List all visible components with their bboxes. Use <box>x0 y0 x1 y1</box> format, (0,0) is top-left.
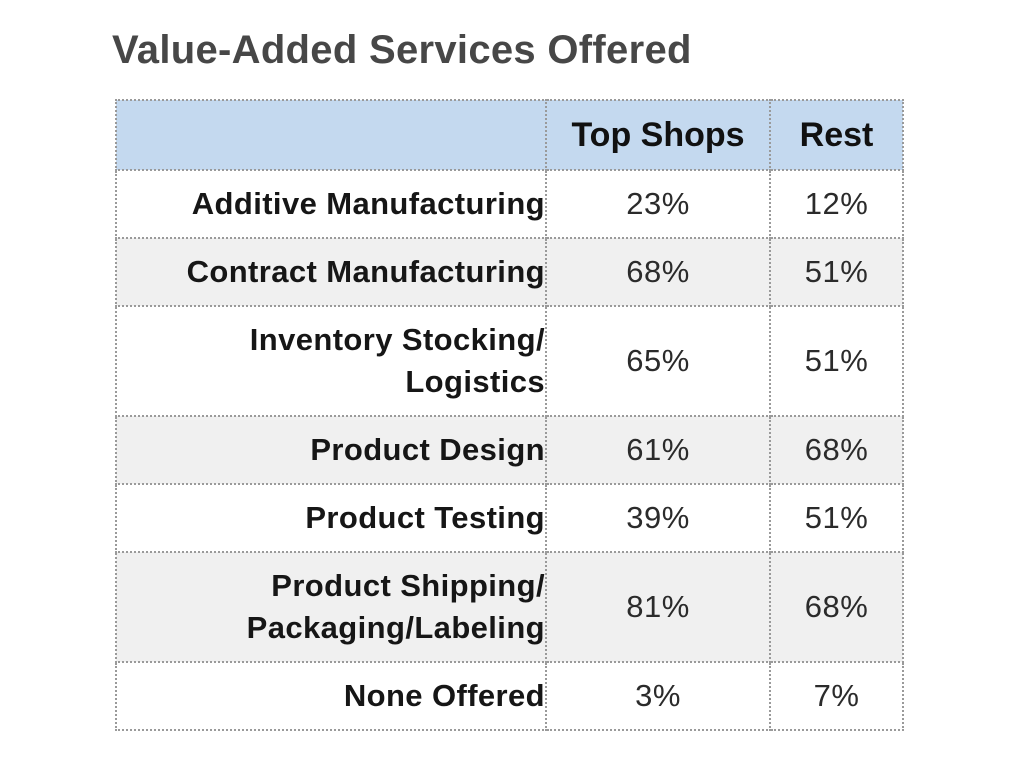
table-row: Inventory Stocking/Logistics 65% 51% <box>115 305 904 417</box>
row-label-line: Contract Manufacturing <box>186 254 545 289</box>
top-shops-value: 39% <box>545 483 771 553</box>
table-header-row: Top Shops Rest <box>115 99 904 171</box>
row-label: None Offered <box>115 661 547 731</box>
table-row: Product Testing 39% 51% <box>115 483 904 553</box>
row-label-line: Logistics <box>405 364 545 399</box>
table-row: None Offered 3% 7% <box>115 661 904 731</box>
top-shops-value: 3% <box>545 661 771 731</box>
row-label: Contract Manufacturing <box>115 237 547 307</box>
row-label: Product Design <box>115 415 547 485</box>
row-label: Product Testing <box>115 483 547 553</box>
rest-value: 12% <box>769 169 904 239</box>
table-row: Product Shipping/Packaging/Labeling 81% 68… <box>115 551 904 663</box>
row-label-line: None Offered <box>343 678 545 713</box>
rest-value: 51% <box>769 237 904 307</box>
row-label-line: Product Design <box>310 432 545 467</box>
top-shops-value: 61% <box>545 415 771 485</box>
rest-value: 51% <box>769 305 904 417</box>
table-row: Product Design 61% 68% <box>115 415 904 485</box>
header-top-shops: Top Shops <box>545 99 771 171</box>
chart-title: Value-Added Services Offered <box>112 28 692 72</box>
rest-value: 7% <box>769 661 904 731</box>
services-table: Top Shops Rest Additive Manufacturing 23%… <box>115 99 904 731</box>
table-row: Additive Manufacturing 23% 12% <box>115 169 904 239</box>
row-label: Product Shipping/Packaging/Labeling <box>115 551 547 663</box>
header-blank-cell <box>115 99 547 171</box>
row-label-line: Packaging/Labeling <box>246 610 545 645</box>
table-row: Contract Manufacturing 68% 51% <box>115 237 904 307</box>
top-shops-value: 23% <box>545 169 771 239</box>
row-label-line: Inventory Stocking/ <box>249 322 545 357</box>
table-body: Additive Manufacturing 23% 12% Contract Man… <box>115 169 904 731</box>
row-label: Inventory Stocking/Logistics <box>115 305 547 417</box>
row-label-line: Product Shipping/ <box>271 568 545 603</box>
top-shops-value: 81% <box>545 551 771 663</box>
top-shops-value: 65% <box>545 305 771 417</box>
row-label-line: Product Testing <box>305 500 545 535</box>
rest-value: 68% <box>769 415 904 485</box>
top-shops-value: 68% <box>545 237 771 307</box>
header-rest: Rest <box>769 99 904 171</box>
rest-value: 68% <box>769 551 904 663</box>
rest-value: 51% <box>769 483 904 553</box>
row-label: Additive Manufacturing <box>115 169 547 239</box>
row-label-line: Additive Manufacturing <box>191 186 545 221</box>
